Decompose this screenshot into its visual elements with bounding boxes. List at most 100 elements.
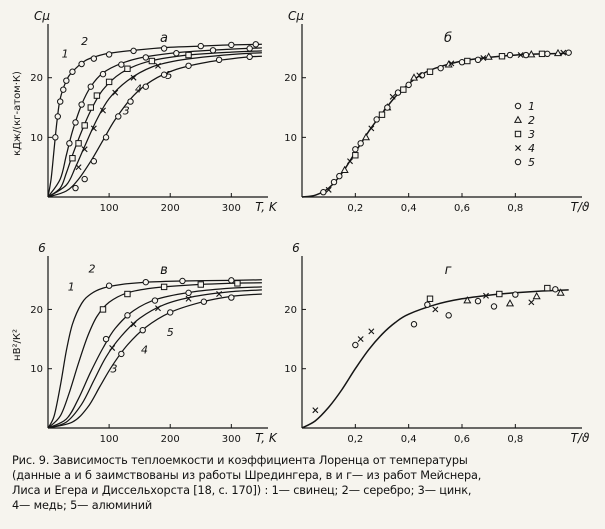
series-3-point [93,92,101,99]
series-1-point [552,286,559,293]
legend-marker-4 [515,145,521,151]
x-axis-title: T/ϑ [571,431,590,445]
series-5-point [142,83,149,90]
panel-letter: г [445,263,452,278]
series-4-point [517,52,524,59]
y-axis-title: 6 [292,241,300,255]
fit-curve [301,289,569,429]
series-2-point [160,283,168,291]
series-1-point [373,116,380,123]
series-1-point [142,278,149,286]
series-label-4: 4 [141,343,148,356]
series-label-3: 3 [111,362,118,375]
series-1-point [445,312,452,319]
x-tick-label: 200 [161,434,180,445]
caption-line-1: Рис. 9. Зависимость теплоемкости и коэфф… [12,454,468,467]
y-axis-label: кДж/(кг-атом·К) [12,71,23,156]
series-2-point [197,281,204,288]
series-1-point [78,60,85,68]
series-3-point [185,51,192,59]
series-4-point [109,344,116,351]
panel-letter: в [160,263,168,278]
legend-marker-2 [513,115,523,123]
legend-label-4: 4 [528,142,535,155]
series-2-point [463,296,472,304]
series-4-line [47,289,262,429]
series-3-point [105,78,113,86]
series-5-point [437,64,444,72]
series-label-5: 5 [166,69,173,82]
series-label-3: 3 [123,105,130,118]
series-5-point [200,298,208,305]
series-5-point [72,184,79,192]
y-axis-title: 6 [38,241,46,255]
series-4-point [100,107,106,114]
series-3 [352,50,546,159]
y-tick-label: 20 [30,305,43,316]
series-2-point [118,61,125,68]
series-4-point [368,328,375,335]
series-1-point [105,51,113,58]
series-4-point [480,55,487,62]
x-axis-title: T, K [255,200,278,214]
series-1-line [47,43,262,198]
series-1-point [69,68,76,75]
x-tick-label: 200 [161,203,180,214]
y-axis-label: нВ²/К² [12,329,23,361]
caption-line-3: Лиса и Егера и Диссельхорста [18, с. 170… [12,484,472,497]
series-2-point [234,280,241,287]
series-1-point [352,341,359,349]
y-tick-label: 20 [284,73,297,84]
series-3-point [496,290,503,298]
series-4-point [528,299,535,306]
x-tick-label: 0,6 [454,434,470,445]
series-3-point [378,111,386,118]
series-3-point [426,295,434,302]
series-5-point [565,49,572,56]
legend-marker-3 [514,130,522,138]
series-4-point [448,60,455,67]
series-5-point [127,98,134,105]
series-5-point [246,53,253,61]
series-label-5: 5 [167,326,174,339]
series-2-point [527,50,536,58]
x-tick-label: 0,2 [347,203,363,214]
series-2-point [556,288,565,296]
x-tick-label: 300 [222,434,241,445]
series-2-point [209,47,217,54]
series-1-point [54,113,61,120]
x-axis-title: T/ϑ [571,200,590,214]
series-5 [424,291,519,308]
series-5 [47,293,262,429]
series-1-point [90,55,98,62]
series-4-point [432,306,439,313]
series-1-point [506,51,514,59]
panel-b: 0,2 0,4 0,6 0,8 10 20 Cμ T/ϑ б [284,9,590,214]
series-4-point [155,305,161,312]
series-1-point [490,303,498,310]
series-3 [47,286,262,429]
series-label-1: 1 [68,280,75,293]
series-5-point [336,172,343,180]
series-1-point [228,41,235,49]
series-5-point [81,175,88,183]
series-1-point [63,77,70,84]
series-2-point [124,290,131,298]
series-4-point [325,186,332,193]
series-3-point [75,140,82,147]
series-4-line [47,52,262,198]
series-4-point [216,291,223,298]
x-tick-label: 100 [100,434,119,445]
series-4-point [416,72,423,79]
series-4-point [90,125,97,132]
series-5-point [139,326,146,334]
series-5-point [102,134,110,141]
series-4-point [130,321,137,328]
y-axis-title: Cμ [34,9,50,23]
series-label-4: 4 [135,83,142,96]
x-tick-label: 0,4 [401,203,417,214]
series-4-point [389,93,396,100]
series-2-point [173,50,180,57]
series-2-point [99,306,107,313]
